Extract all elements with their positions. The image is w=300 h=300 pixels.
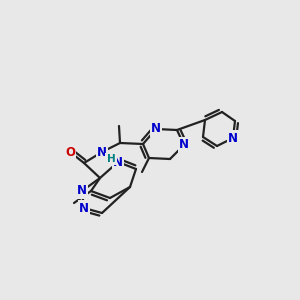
Text: N: N — [97, 146, 107, 158]
Text: N: N — [179, 139, 189, 152]
Text: N: N — [79, 202, 89, 214]
Text: H: H — [106, 154, 116, 164]
Text: N: N — [151, 122, 161, 136]
Text: N: N — [113, 155, 123, 169]
Text: N: N — [77, 184, 87, 197]
Text: N: N — [228, 131, 238, 145]
Text: O: O — [65, 146, 75, 158]
